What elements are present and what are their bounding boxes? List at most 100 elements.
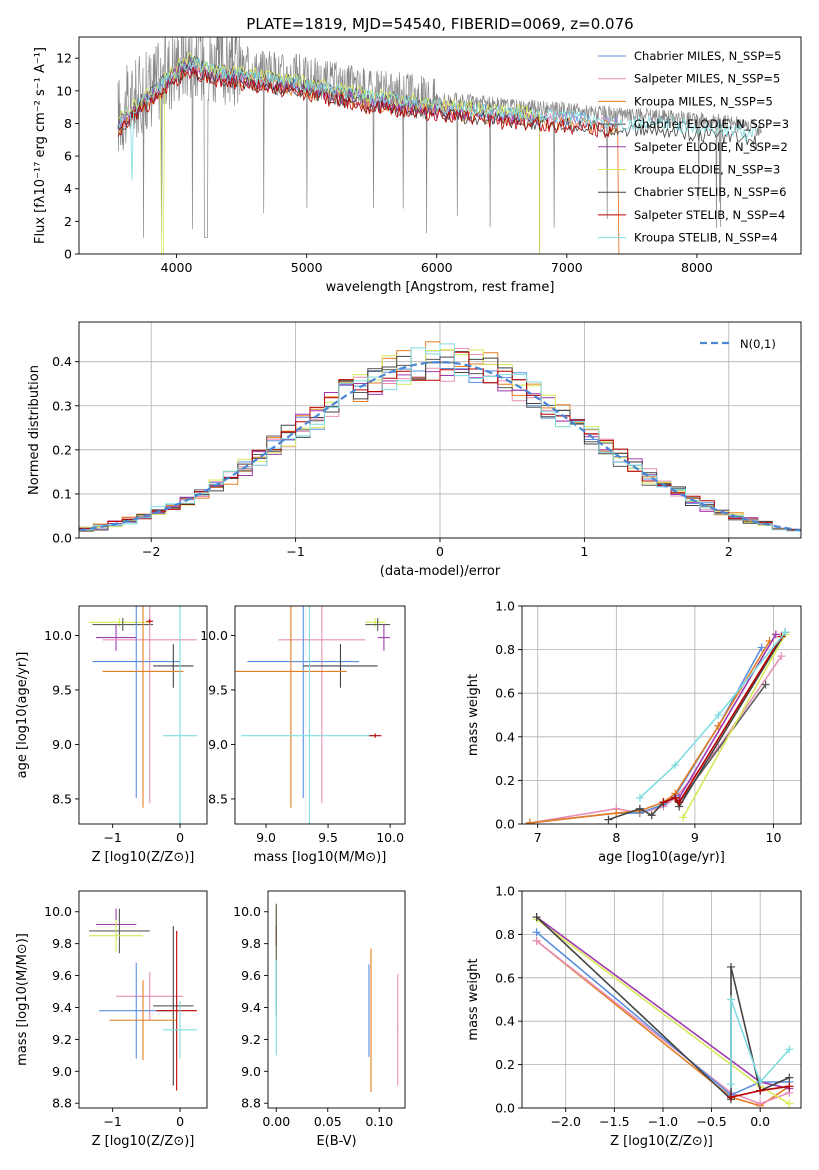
model-spectrum-kroupa_stelib bbox=[117, 56, 757, 181]
y-tick-label: 0.6 bbox=[495, 686, 515, 701]
marker-chabrier_stelib bbox=[785, 1073, 794, 1082]
y-tick-label: 9.6 bbox=[52, 968, 72, 983]
legend-label: N(0,1) bbox=[740, 337, 776, 351]
marker-salpeter_elodie bbox=[771, 630, 780, 639]
marker-kroupa_elodie bbox=[679, 813, 688, 822]
mass_vs_z-plot bbox=[89, 908, 197, 1091]
y-tick-label: 9.5 bbox=[208, 682, 228, 697]
y-tick-label: 0.1 bbox=[52, 486, 72, 501]
y-axis-label: mass weight bbox=[466, 674, 481, 756]
y-tick-label: 2 bbox=[64, 214, 72, 229]
y-tick-label: 0 bbox=[64, 247, 72, 262]
y-tick-label: 9.0 bbox=[241, 1064, 261, 1079]
x-tick-label: 4000 bbox=[161, 260, 193, 275]
axes-mass_weight_vs_z bbox=[518, 890, 802, 1112]
y-tick-label: 0.0 bbox=[52, 531, 72, 546]
y-tick-label: 0.4 bbox=[495, 729, 515, 744]
mass_weight_vs_age-plot bbox=[525, 628, 790, 824]
y-tick-label: 9.0 bbox=[52, 1064, 72, 1079]
x-tick-label: −1.5 bbox=[599, 1114, 629, 1129]
x-axis-label: Z [log10(Z/Z⊙)] bbox=[92, 1134, 195, 1149]
line-chabrier_miles bbox=[536, 931, 790, 1096]
y-tick-label: 0.4 bbox=[52, 354, 72, 369]
y-tick-label: 0.2 bbox=[495, 773, 515, 788]
axes-mass_vs_ebv bbox=[264, 890, 406, 1112]
x-tick-label: 0.10 bbox=[365, 1114, 393, 1129]
y-tick-label: 6 bbox=[64, 149, 72, 164]
legend-label: Chabrier ELODIE, N_SSP=3 bbox=[634, 117, 789, 131]
x-tick-label: −0.5 bbox=[696, 1114, 726, 1129]
x-tick-label: 9.5 bbox=[318, 830, 338, 845]
axes-frame bbox=[267, 890, 406, 1109]
axes-frame bbox=[234, 605, 406, 825]
marker-salpeter_stelib bbox=[659, 798, 668, 807]
marker-kroupa_elodie bbox=[785, 1099, 794, 1108]
marker-chabrier_miles bbox=[532, 928, 541, 937]
x-tick-label: −2 bbox=[142, 544, 160, 559]
axes-mass_vs_z bbox=[75, 890, 208, 1112]
x-tick-label: 0 bbox=[176, 830, 184, 845]
x-tick-label: 7000 bbox=[551, 260, 583, 275]
model-spectrum-chabrier_stelib bbox=[117, 64, 757, 150]
normal-distribution-curve bbox=[79, 360, 801, 532]
legend-label: Chabrier STELIB, N_SSP=6 bbox=[634, 185, 786, 199]
axes-frame bbox=[78, 321, 802, 539]
x-axis-label: E(B-V) bbox=[316, 1134, 356, 1149]
y-tick-label: 0.8 bbox=[495, 642, 515, 657]
y-tick-label: 0.2 bbox=[52, 442, 72, 457]
y-tick-label: 0.8 bbox=[495, 927, 515, 942]
marker-chabrier_stelib bbox=[727, 962, 736, 971]
y-tick-label: 8.5 bbox=[52, 791, 72, 806]
marker-salpeter_stelib bbox=[756, 1086, 765, 1095]
mass_vs_ebv-plot bbox=[275, 903, 399, 1093]
marker-salpeter_miles bbox=[756, 1099, 765, 1108]
legend-label: Salpeter STELIB, N_SSP=4 bbox=[634, 208, 785, 222]
y-tick-label: 9.2 bbox=[52, 1032, 72, 1047]
x-tick-label: 0.00 bbox=[262, 1114, 290, 1129]
y-tick-label: 0.0 bbox=[495, 1101, 515, 1116]
marker-kroupa_miles bbox=[525, 818, 534, 824]
model-spectrum-kroupa_elodie bbox=[117, 52, 540, 254]
x-tick-label: 7 bbox=[534, 830, 542, 845]
y-tick-label: 10.0 bbox=[44, 628, 72, 643]
y-axis-label: Normed distribution bbox=[27, 365, 42, 495]
line-salpeter_elodie bbox=[678, 633, 777, 799]
x-tick-label: 0 bbox=[436, 544, 444, 559]
marker-kroupa_stelib bbox=[756, 1077, 765, 1086]
marker-kroupa_stelib bbox=[781, 628, 790, 637]
marker-chabrier_stelib bbox=[635, 804, 644, 813]
y-tick-label: 1.0 bbox=[495, 884, 515, 899]
x-tick-label: 10.0 bbox=[376, 830, 404, 845]
x-tick-label: −1 bbox=[103, 830, 121, 845]
y-tick-label: 9.0 bbox=[52, 737, 72, 752]
y-tick-label: 10.0 bbox=[44, 904, 72, 919]
marker-kroupa_stelib bbox=[714, 711, 723, 719]
x-axis-label: mass [log10(M/M⊙)] bbox=[254, 850, 387, 865]
marker-kroupa_stelib bbox=[727, 1080, 736, 1089]
x-tick-label: 8 bbox=[612, 830, 620, 845]
age_vs_mass-plot bbox=[235, 606, 391, 824]
marker-salpeter_miles bbox=[532, 936, 541, 945]
marker-kroupa_stelib bbox=[785, 1045, 794, 1054]
marker-kroupa_stelib bbox=[635, 793, 644, 802]
mass_weight_vs_z-plot bbox=[532, 913, 794, 1108]
y-tick-label: 9.0 bbox=[208, 737, 228, 752]
axes-frame bbox=[78, 890, 208, 1109]
line-salpeter_stelib bbox=[663, 636, 783, 804]
y-tick-label: 9.5 bbox=[52, 682, 72, 697]
x-tick-label: 0.0 bbox=[750, 1114, 770, 1129]
x-axis-label: Z [log10(Z/Z⊙)] bbox=[610, 1134, 713, 1149]
axes-frame bbox=[78, 36, 802, 255]
marker-chabrier_stelib bbox=[604, 815, 613, 824]
marker-kroupa_miles bbox=[612, 809, 621, 818]
y-tick-label: 8.8 bbox=[52, 1096, 72, 1111]
axes-frame bbox=[78, 605, 208, 825]
x-tick-label: 0.05 bbox=[314, 1114, 342, 1129]
y-tick-label: 0.6 bbox=[495, 970, 515, 985]
x-axis-label: wavelength [Angstrom, rest frame] bbox=[326, 280, 555, 295]
y-tick-label: 10 bbox=[56, 83, 72, 98]
spectrum-plot bbox=[117, 37, 763, 254]
age_vs_z-plot bbox=[89, 606, 197, 824]
axes-mass_weight_vs_age bbox=[518, 605, 802, 828]
legend-label: Kroupa STELIB, N_SSP=4 bbox=[634, 231, 778, 245]
